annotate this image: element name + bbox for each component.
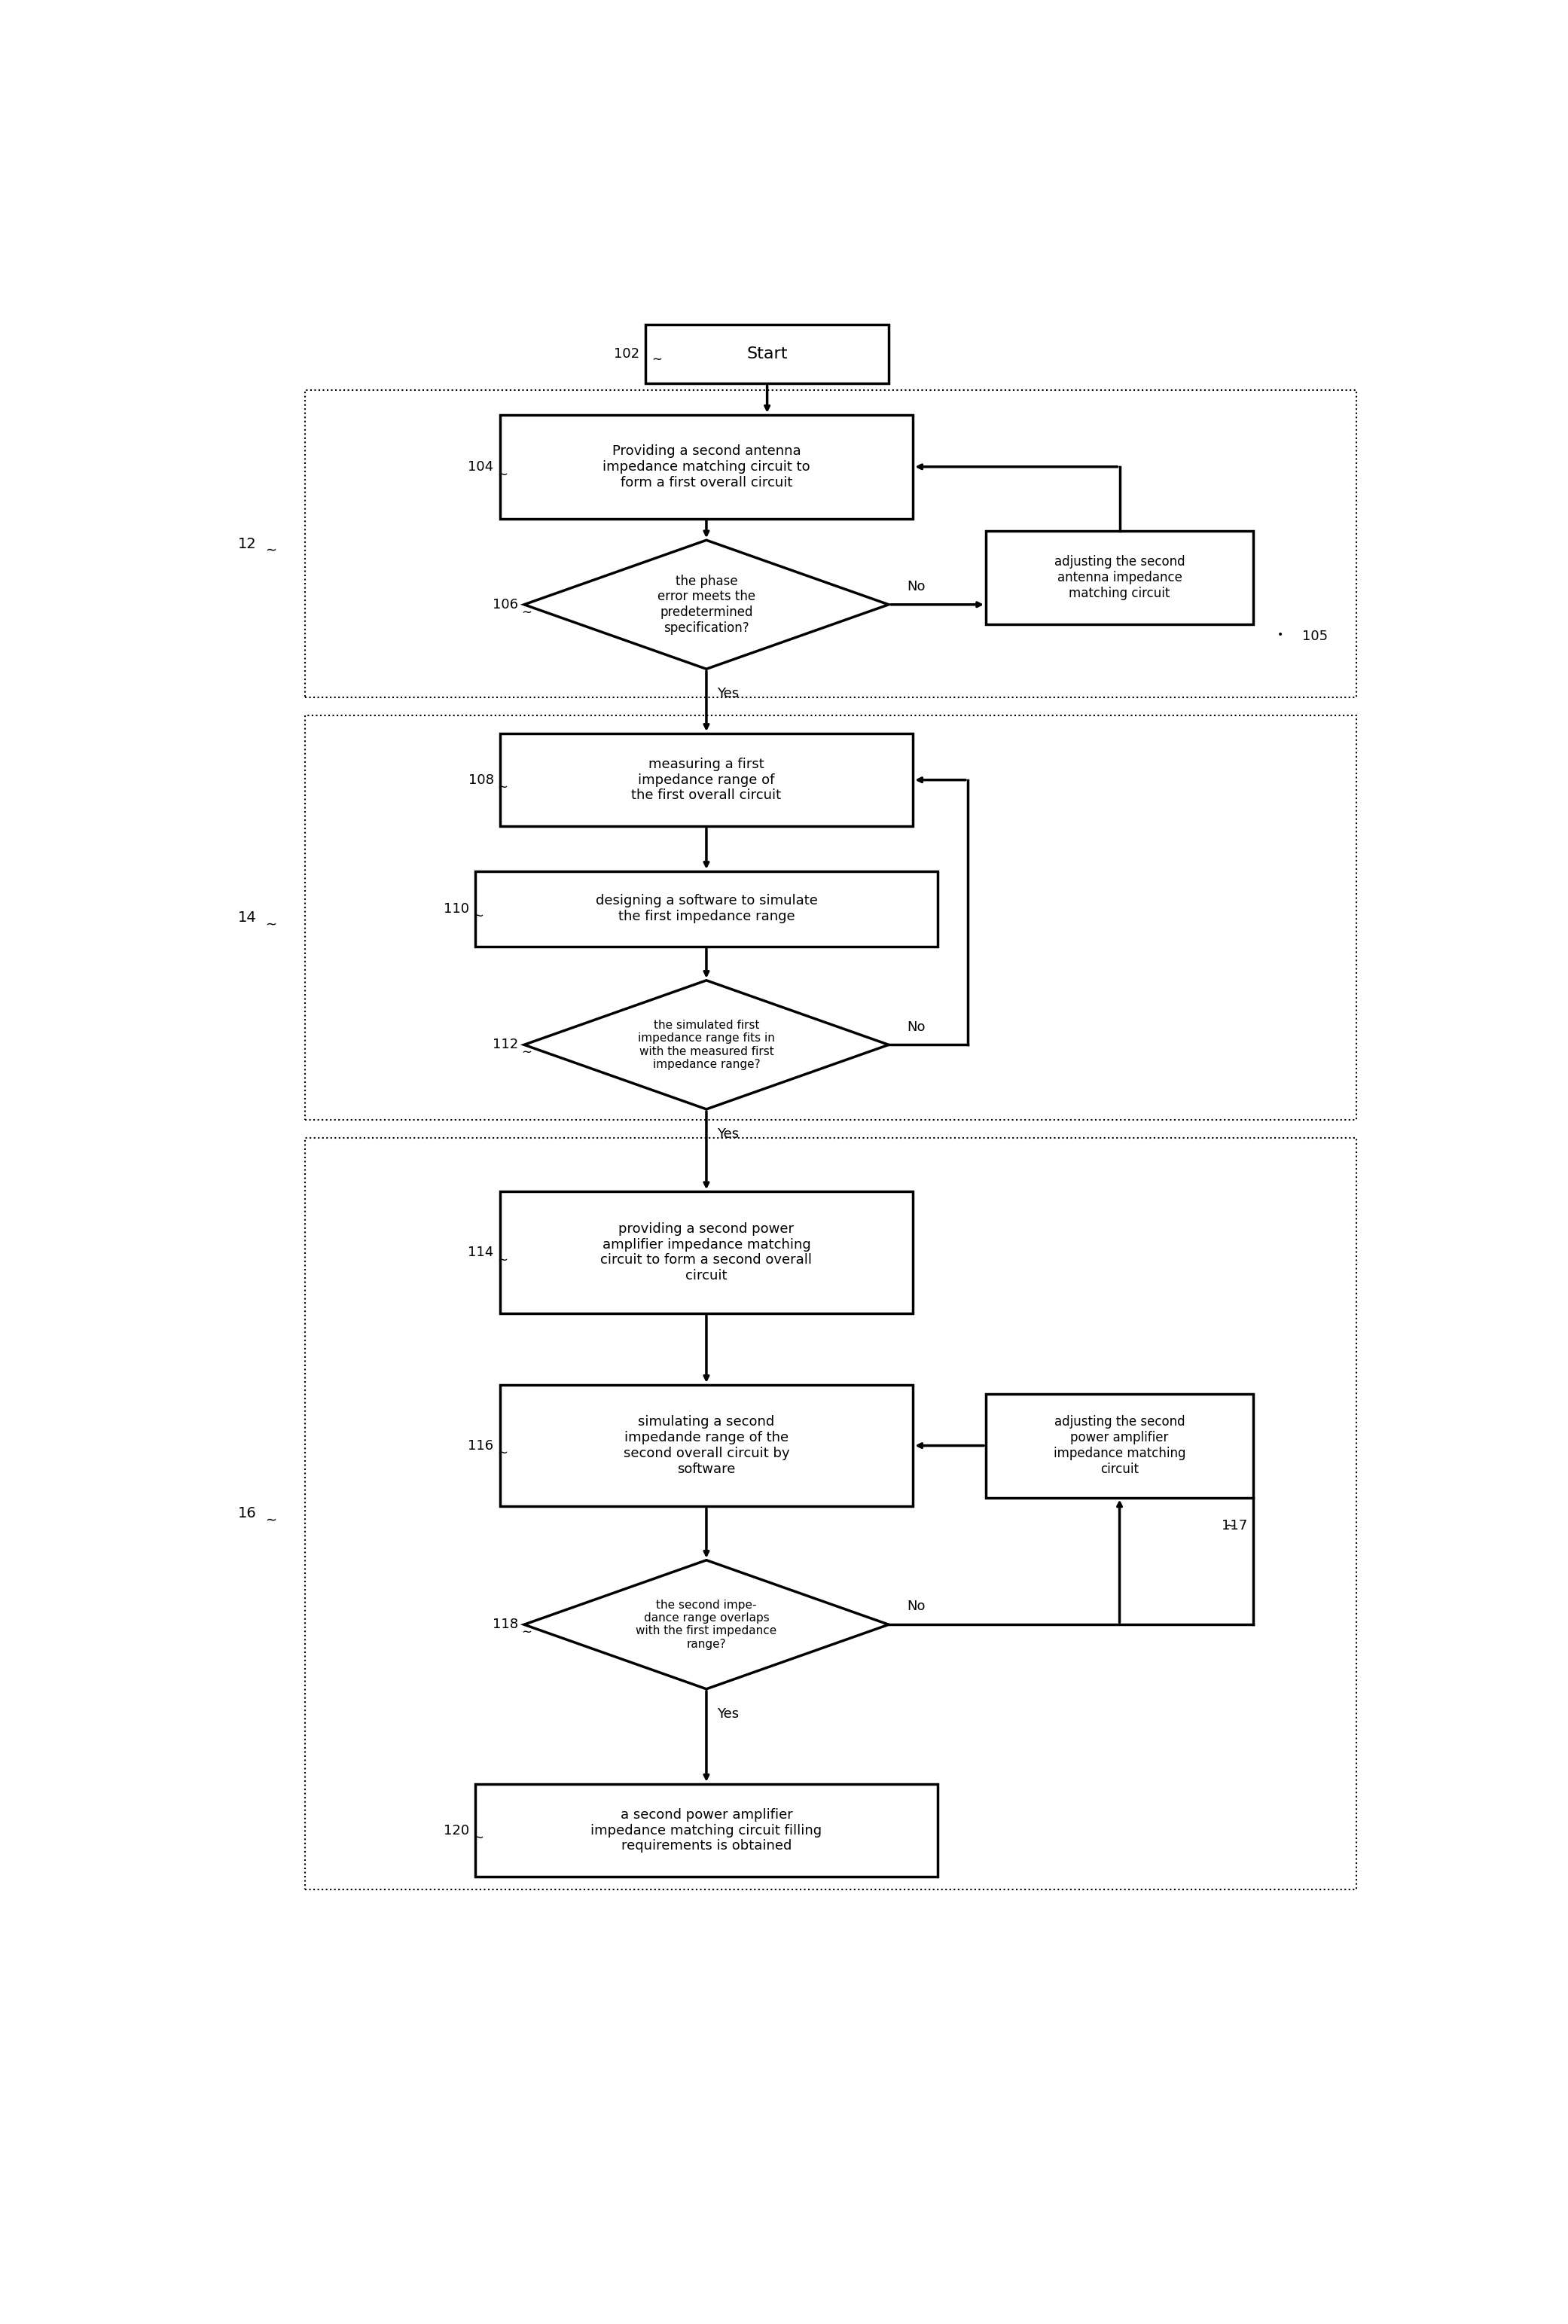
Text: 106: 106 bbox=[492, 597, 517, 611]
Text: 105: 105 bbox=[1301, 630, 1328, 644]
Text: ∼: ∼ bbox=[474, 909, 483, 923]
Text: No: No bbox=[906, 581, 925, 593]
Text: 102: 102 bbox=[613, 346, 640, 360]
Text: the phase
error meets the
predetermined
specification?: the phase error meets the predetermined … bbox=[657, 574, 756, 634]
Text: 14: 14 bbox=[238, 911, 257, 925]
FancyBboxPatch shape bbox=[986, 1394, 1253, 1497]
Text: 104: 104 bbox=[467, 460, 494, 474]
Text: ∼: ∼ bbox=[497, 1253, 508, 1267]
Text: 114: 114 bbox=[467, 1246, 494, 1260]
Text: •: • bbox=[1278, 630, 1284, 639]
Text: ∼: ∼ bbox=[265, 1513, 276, 1527]
FancyBboxPatch shape bbox=[475, 1785, 938, 1878]
Text: adjusting the second
antenna impedance
matching circuit: adjusting the second antenna impedance m… bbox=[1054, 555, 1185, 600]
Text: No: No bbox=[906, 1020, 925, 1034]
FancyBboxPatch shape bbox=[500, 734, 913, 827]
FancyBboxPatch shape bbox=[646, 325, 889, 383]
Text: ∼: ∼ bbox=[265, 918, 276, 932]
Text: designing a software to simulate
the first impedance range: designing a software to simulate the fir… bbox=[596, 895, 817, 923]
Text: ∼: ∼ bbox=[522, 604, 532, 618]
Text: 112: 112 bbox=[492, 1039, 517, 1050]
FancyBboxPatch shape bbox=[500, 1192, 913, 1313]
Text: Providing a second antenna
impedance matching circuit to
form a first overall ci: Providing a second antenna impedance mat… bbox=[602, 444, 811, 490]
Text: 108: 108 bbox=[469, 774, 494, 788]
FancyBboxPatch shape bbox=[500, 416, 913, 518]
Text: 117: 117 bbox=[1221, 1520, 1247, 1532]
Text: Yes: Yes bbox=[717, 1127, 739, 1141]
Text: 16: 16 bbox=[238, 1506, 257, 1520]
Text: 12: 12 bbox=[238, 537, 257, 551]
Text: measuring a first
impedance range of
the first overall circuit: measuring a first impedance range of the… bbox=[632, 758, 781, 802]
Text: Yes: Yes bbox=[717, 688, 739, 700]
Text: ∼: ∼ bbox=[522, 1624, 532, 1638]
Text: a second power amplifier
impedance matching circuit filling
requirements is obta: a second power amplifier impedance match… bbox=[591, 1808, 822, 1852]
Text: ∼: ∼ bbox=[522, 1046, 532, 1060]
Text: Start: Start bbox=[746, 346, 787, 363]
Text: ∼: ∼ bbox=[652, 353, 662, 367]
Text: No: No bbox=[906, 1599, 925, 1613]
Text: adjusting the second
power amplifier
impedance matching
circuit: adjusting the second power amplifier imp… bbox=[1054, 1415, 1185, 1476]
Text: 116: 116 bbox=[467, 1439, 494, 1452]
Text: Yes: Yes bbox=[717, 1706, 739, 1720]
Polygon shape bbox=[524, 1559, 889, 1690]
Polygon shape bbox=[524, 981, 889, 1109]
Text: ∼: ∼ bbox=[497, 467, 508, 481]
Text: ∼: ∼ bbox=[474, 1831, 483, 1845]
Text: ∼: ∼ bbox=[497, 1446, 508, 1459]
Text: providing a second power
amplifier impedance matching
circuit to form a second o: providing a second power amplifier imped… bbox=[601, 1222, 812, 1283]
Text: ∼: ∼ bbox=[1225, 1520, 1236, 1532]
Text: the second impe-
dance range overlaps
with the first impedance
range?: the second impe- dance range overlaps wi… bbox=[637, 1599, 776, 1650]
FancyBboxPatch shape bbox=[500, 1385, 913, 1506]
FancyBboxPatch shape bbox=[986, 532, 1253, 625]
Text: ∼: ∼ bbox=[497, 781, 508, 795]
FancyBboxPatch shape bbox=[475, 872, 938, 946]
Text: 120: 120 bbox=[444, 1824, 469, 1838]
Text: 118: 118 bbox=[492, 1618, 517, 1631]
Polygon shape bbox=[524, 539, 889, 669]
Text: simulating a second
impedande range of the
second overall circuit by
software: simulating a second impedande range of t… bbox=[624, 1415, 789, 1476]
Text: the simulated first
impedance range fits in
with the measured first
impedance ra: the simulated first impedance range fits… bbox=[638, 1020, 775, 1069]
Text: ∼: ∼ bbox=[265, 544, 276, 558]
Text: 110: 110 bbox=[444, 902, 469, 916]
